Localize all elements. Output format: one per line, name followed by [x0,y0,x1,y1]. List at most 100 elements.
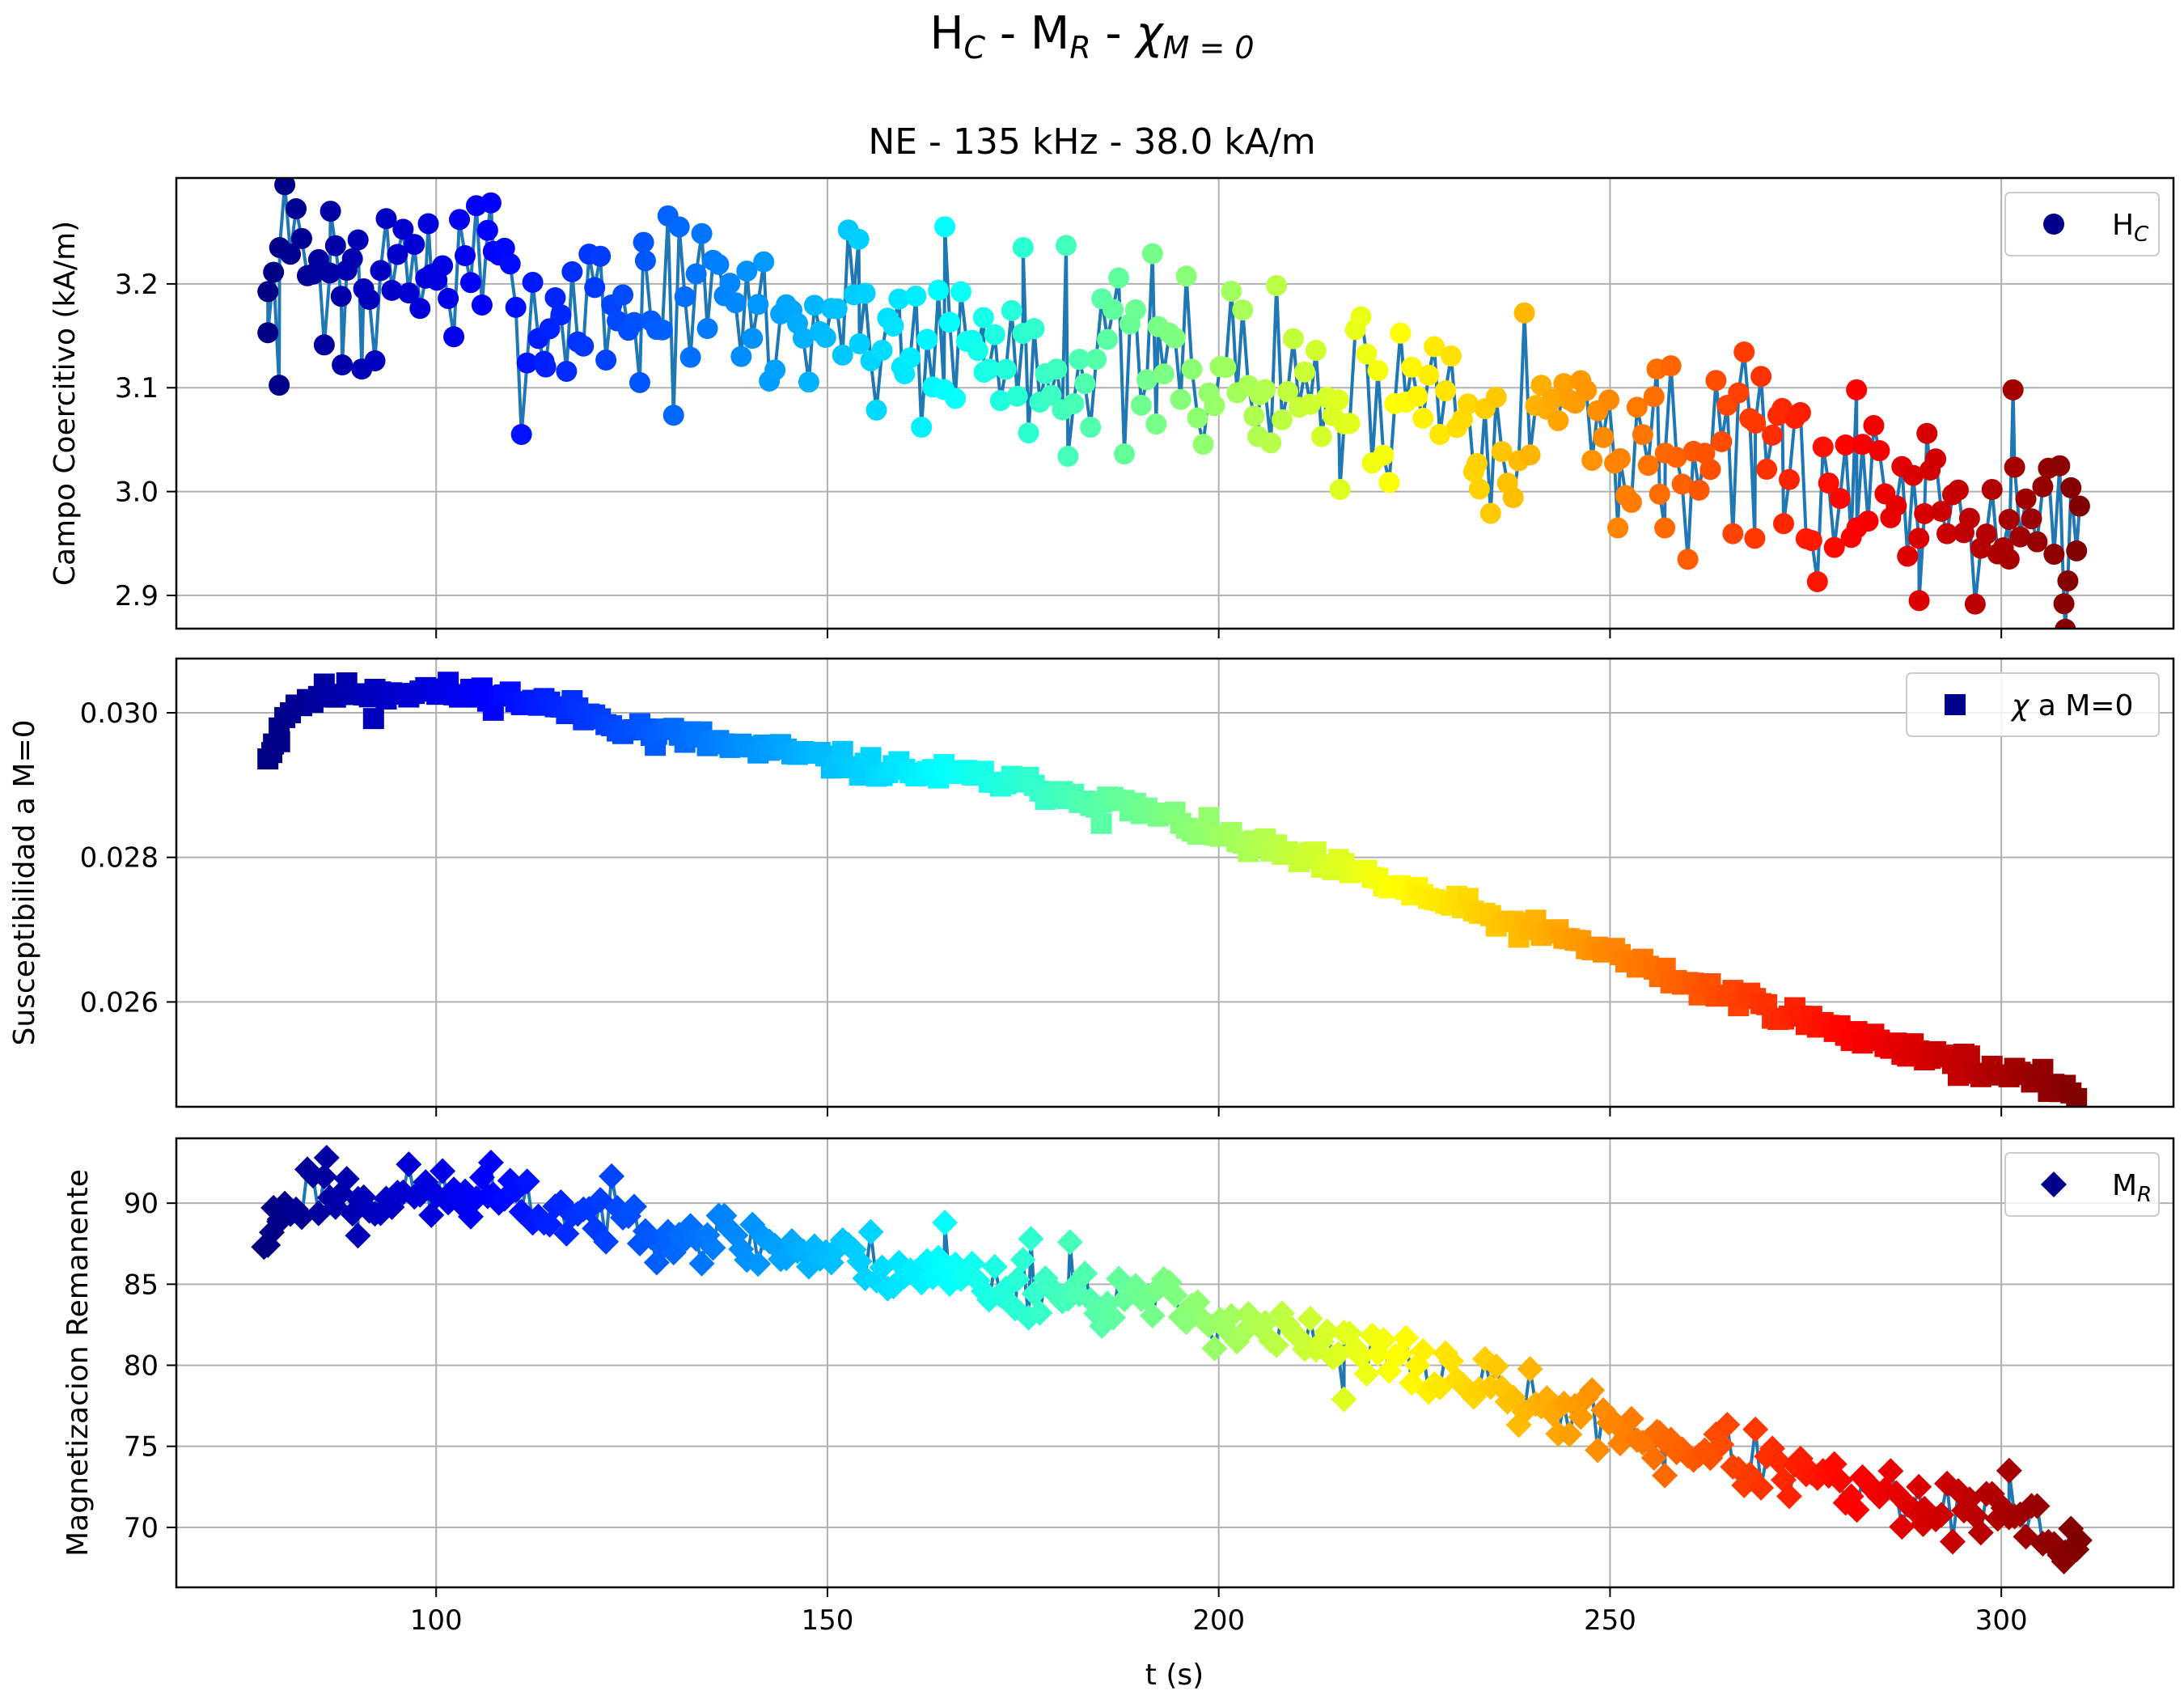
y-tick-label: 85 [124,1269,159,1301]
data-point [263,261,285,283]
data-point [1916,422,1938,444]
data-point [1660,355,1682,377]
data-point [1001,299,1022,321]
y-ticks: 0.026 0.028 0.030 [80,697,176,1019]
data-point [418,1201,445,1228]
data-point [1040,384,1062,406]
data-point [1218,1303,1245,1329]
data-point [1204,395,1225,417]
data-point [696,318,718,340]
data-point [967,340,988,362]
data-point [522,271,544,293]
data-point [1728,382,1750,404]
data-point [905,285,927,307]
plot-area [257,672,2088,1107]
data-point [792,328,814,350]
data-point [1843,1497,1870,1523]
axes-frame [175,657,2175,1108]
data-point [866,399,887,421]
data-point [1255,379,1276,400]
data-point [803,294,825,316]
data-point [1886,495,1907,517]
data-point [685,263,707,285]
data-point [324,235,346,256]
data-point [1801,530,1822,552]
data-point [1756,459,1778,481]
data-point [1863,415,1885,437]
legend-label: MR [2112,1169,2152,1207]
data-point [1931,501,1953,523]
data-point [1742,1416,1769,1443]
data-point [1103,299,1124,320]
data-point [1789,401,1811,423]
data-point [1297,1305,1323,1332]
data-point [1056,1229,1083,1256]
data-point [882,315,904,337]
data-point [345,1222,371,1249]
data-point [1823,536,1845,558]
data-point [417,213,439,235]
data-point [1412,407,1434,429]
data-point [1998,549,2020,570]
data-point [1925,448,1947,470]
data-point [1215,357,1237,379]
x-ticks [435,1107,2003,1116]
data-point [364,350,386,371]
x-ticks: 100 150 200 250 300 [410,1587,2028,1637]
data-point [2049,455,2071,477]
data-point [286,198,307,220]
data-point [1958,507,1980,529]
data-point [2055,618,2076,629]
legend: χ a M=0 [1906,672,2160,737]
data-point [1139,1302,1166,1328]
data-point [1198,807,1220,828]
data-point [1393,1324,1420,1351]
data-point [1513,302,1535,324]
data-point [358,289,380,311]
data-point [1914,502,1936,524]
data-point [815,327,836,349]
y-tick-label: 2.9 [115,580,159,612]
data-point [561,261,583,282]
data-point [1643,386,1665,408]
data-point [1293,361,1315,383]
data-point [1370,1327,1397,1354]
data-point [1023,318,1045,340]
data-point [1517,1356,1543,1383]
data-point [1939,1528,1966,1555]
data-point [257,322,279,344]
x-ticks [435,629,2003,638]
axes-frame [175,1137,2175,1589]
panel-remanent-magnetization: 100 150 200 250 300 70 75 80 85 90 Magnetizacion R… [61,1137,2175,1637]
data-point [1124,299,1146,320]
data-point [826,298,848,320]
data-point [392,218,414,240]
data-point [510,423,532,445]
data-point [1829,488,1851,510]
data-point [736,261,758,282]
chart-suptitle: HC - MR - χM = 0 [929,7,1254,66]
data-point [1153,363,1175,385]
data-point [1947,479,1969,501]
data-point [404,234,425,256]
data-point [1162,1282,1188,1308]
data-point [1056,235,1077,256]
data-point [370,260,392,282]
data-point [1705,370,1727,392]
data-point [1877,1458,1904,1485]
data-point [708,253,730,275]
data-point [480,192,502,214]
data-point [288,1204,315,1231]
data-point [1818,472,1839,494]
data-point [514,1168,540,1195]
data-point [1835,434,1856,455]
data-point [443,326,465,348]
data-point [1012,236,1034,258]
data-point [995,358,1017,380]
data-point [1090,812,1112,834]
data-point [1072,1260,1098,1287]
data-point [1424,336,1445,358]
data-point [1350,306,1372,328]
data-point [2066,1527,2093,1553]
data-point [1130,394,1152,416]
